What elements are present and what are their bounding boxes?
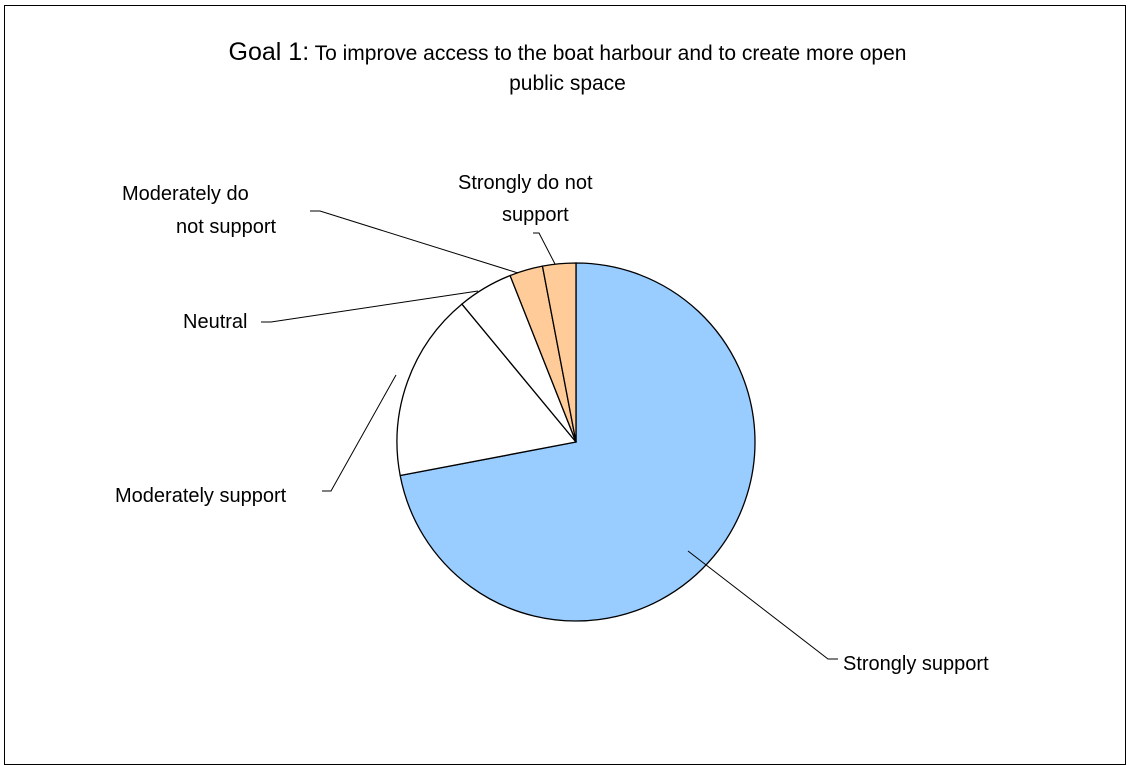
chart-title: Goal 1: To improve access to the boat ha…	[0, 36, 1135, 98]
chart-title-line1: To improve access to the boat harbour an…	[314, 42, 907, 65]
slice-label: not support	[176, 216, 277, 238]
leader-line	[533, 232, 556, 265]
leader-line	[261, 290, 479, 323]
chart-title-line2: public space	[509, 72, 626, 95]
leader-line	[310, 210, 519, 274]
slice-label: support	[502, 204, 569, 226]
chart-title-prefix: Goal 1:	[228, 38, 310, 66]
leader-line	[687, 550, 838, 660]
slice-label: Strongly do not	[458, 172, 593, 194]
slice-label: Neutral	[183, 311, 247, 333]
slice-label: Strongly support	[843, 653, 989, 675]
pie-slice-strongly-support	[399, 262, 756, 622]
leader-line	[322, 374, 397, 492]
slice-label: Moderately support	[115, 485, 287, 507]
pie-slice-moderately-support	[396, 303, 578, 477]
slice-label: Moderately do	[122, 183, 249, 205]
pie-slice-strongly-do-not-support	[541, 262, 577, 443]
